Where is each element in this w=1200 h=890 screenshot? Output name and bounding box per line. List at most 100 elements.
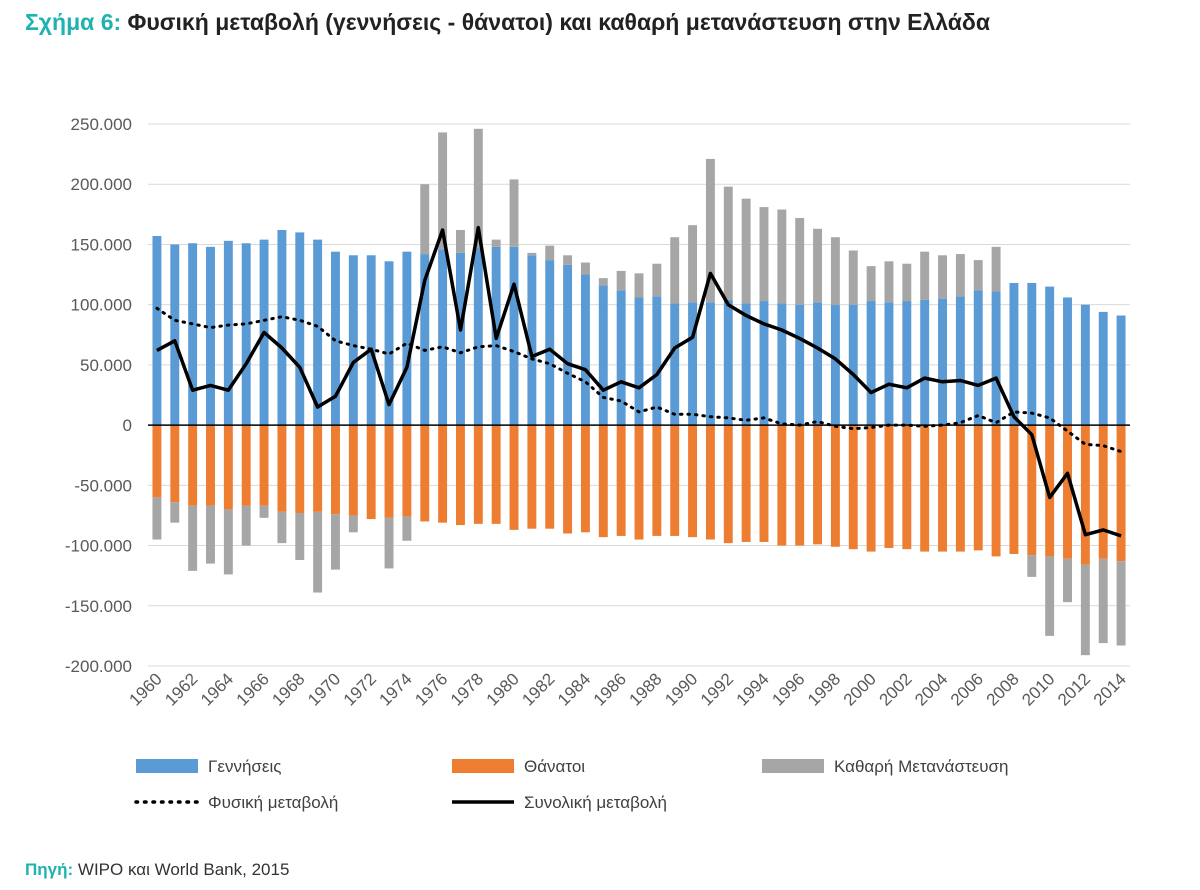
bar-deaths [509, 425, 519, 530]
bar-births [384, 261, 394, 426]
bar-births [991, 291, 1001, 426]
bar-deaths [438, 425, 448, 523]
x-tick-label: 1974 [376, 669, 416, 709]
bar-deaths [1116, 425, 1126, 562]
bar-net-migration [705, 158, 715, 303]
y-tick-label: 250.000 [71, 115, 132, 134]
bar-births [1063, 297, 1072, 426]
bar-deaths [902, 425, 912, 550]
bar-births [331, 251, 340, 426]
bar-deaths [866, 425, 876, 552]
bar-net-migration [402, 516, 412, 541]
bar-births [277, 229, 287, 426]
bar-births [206, 246, 215, 426]
bar-deaths [848, 425, 858, 550]
legend-label: Φυσική μεταβολή [208, 793, 338, 812]
x-tick-label: 2006 [947, 669, 987, 709]
bar-net-migration [473, 128, 483, 249]
bar-net-migration [955, 254, 965, 297]
bar-net-migration [313, 511, 323, 593]
bar-deaths [402, 425, 412, 517]
x-tick-label: 1988 [625, 669, 665, 709]
bar-deaths [670, 425, 680, 536]
bar-deaths [152, 425, 162, 498]
x-tick-label: 1972 [340, 669, 380, 709]
bar-deaths [1080, 425, 1090, 565]
bar-births [848, 304, 858, 426]
bar-deaths [170, 425, 180, 503]
bar-births [688, 302, 698, 426]
legend-label: Συνολική μεταβολή [524, 793, 667, 812]
bar-net-migration [830, 237, 840, 305]
bar-net-migration [1098, 558, 1108, 644]
bar-net-migration [670, 237, 680, 304]
bar-net-migration [170, 502, 180, 523]
x-tick-label: 2000 [840, 669, 880, 709]
bar-deaths [723, 425, 733, 544]
x-tick-label: 2010 [1018, 669, 1058, 709]
x-tick-label: 1998 [804, 669, 844, 709]
bar-deaths [295, 425, 305, 514]
y-tick-label: 0 [123, 416, 132, 435]
bar-deaths [1045, 425, 1055, 557]
bar-net-migration [973, 260, 983, 291]
bar-deaths [1009, 425, 1019, 554]
figure-label: Σχήμα 6: [25, 9, 122, 35]
bar-deaths [259, 425, 269, 506]
x-tick-label: 2012 [1054, 669, 1094, 709]
bar-births [241, 243, 251, 426]
bar-deaths [705, 425, 715, 540]
x-tick-label: 1994 [733, 669, 773, 709]
bar-deaths [813, 425, 823, 545]
bar-deaths [1027, 425, 1037, 556]
y-tick-label: 50.000 [80, 356, 132, 375]
bar-net-migration [152, 497, 162, 540]
bar-net-migration [509, 179, 519, 247]
legend-label: Καθαρή Μετανάστευση [834, 757, 1009, 776]
x-tick-label: 1986 [590, 669, 630, 709]
bar-deaths [491, 425, 501, 524]
y-tick-label: 200.000 [71, 175, 132, 194]
bar-births [670, 303, 680, 426]
bar-net-migration [563, 255, 573, 265]
bar-deaths [527, 425, 537, 529]
x-tick-label: 2014 [1090, 669, 1130, 709]
x-tick-label: 2008 [983, 669, 1023, 709]
bar-deaths [384, 425, 394, 518]
bar-births [902, 301, 912, 426]
bar-deaths [616, 425, 626, 536]
bar-deaths [688, 425, 698, 538]
bar-net-migration [384, 517, 394, 569]
x-tick-label: 1996 [768, 669, 808, 709]
bar-net-migration [491, 239, 501, 247]
bar-net-migration [545, 245, 555, 261]
bar-births [348, 255, 358, 426]
bar-births [527, 255, 537, 426]
bar-deaths [884, 425, 894, 548]
bar-births [938, 298, 947, 426]
bar-births [813, 302, 823, 426]
bar-births [1009, 282, 1019, 426]
bar-net-migration [813, 228, 823, 303]
bar-births [545, 260, 555, 426]
bar-net-migration [938, 255, 947, 299]
x-tick-label: 1984 [554, 669, 594, 709]
bar-births [509, 246, 519, 426]
bar-deaths [223, 425, 233, 510]
bar-net-migration [580, 262, 590, 275]
bar-deaths [1098, 425, 1108, 559]
bar-births [866, 301, 876, 426]
x-tick-label: 1966 [233, 669, 273, 709]
bar-births [1116, 315, 1126, 426]
bar-deaths [563, 425, 573, 534]
bar-net-migration [1027, 555, 1037, 577]
bar-births [313, 239, 323, 426]
bar-net-migration [634, 273, 644, 298]
bar-births [884, 302, 894, 426]
bar-net-migration [527, 252, 537, 256]
x-tick-label: 1992 [697, 669, 737, 709]
bar-net-migration [1063, 558, 1072, 603]
y-tick-label: -100.000 [65, 537, 132, 556]
bar-deaths [348, 425, 358, 516]
bar-net-migration [331, 514, 340, 570]
